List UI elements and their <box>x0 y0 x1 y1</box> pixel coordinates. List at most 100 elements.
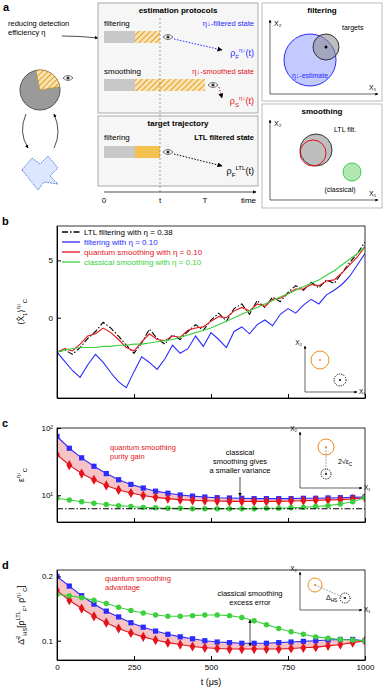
legend-swatch <box>62 241 80 242</box>
tick-label: 5 <box>49 256 54 265</box>
marker <box>251 618 256 623</box>
marker <box>202 612 207 617</box>
series-line <box>57 455 365 502</box>
marker <box>350 494 356 504</box>
label-part: C <box>22 299 28 303</box>
legend-swatch <box>62 231 80 232</box>
tick <box>288 394 289 398</box>
axis: 05 <box>49 227 61 399</box>
marker <box>128 482 133 487</box>
axis-title: t (μs) <box>201 677 222 687</box>
axis-line <box>57 571 58 661</box>
tick <box>134 394 135 398</box>
panel-a: areducing detectionefficiency ηestimatio… <box>3 1 382 208</box>
label-part: η↓ <box>15 303 21 309</box>
tick: 750 <box>282 656 296 672</box>
symbol-part: S <box>235 101 239 108</box>
chart-d: 025050075010000.10.2dΔ̄2HS[ρLTLF, ρη↓C]t… <box>2 559 375 687</box>
tick <box>211 394 212 398</box>
marker <box>251 496 257 506</box>
inset-box <box>262 104 382 208</box>
chart-c: 10¹10²cεη↓Cquantum smoothingpurity gainc… <box>2 417 371 523</box>
marker <box>104 601 109 606</box>
label: η↓-smoothed state <box>192 67 254 76</box>
marker <box>288 643 294 653</box>
label: t <box>159 196 162 205</box>
symbol-part: LTL <box>235 164 246 171</box>
legend-entry: classical smoothing with η = 0.10 <box>84 258 202 267</box>
marker <box>350 637 355 642</box>
tick: 10² <box>41 424 61 433</box>
marker <box>103 618 109 628</box>
inset: X₁X₂ΔHS <box>290 565 371 613</box>
chart-b: 05b⟨X̂1⟩η↓CLTL filtering with η = 0.38fi… <box>2 215 366 399</box>
label: filtering <box>307 6 336 15</box>
tick: 250 <box>128 656 142 672</box>
tick-mark <box>57 428 61 429</box>
axis-line <box>57 429 58 523</box>
annotation: a smaller variance <box>210 466 271 475</box>
marker <box>165 638 171 648</box>
label: (classical) <box>324 186 355 194</box>
box <box>98 116 258 186</box>
marker <box>288 629 293 634</box>
symbol: ρFη↓(t) <box>230 46 254 60</box>
tick-label: 0.1 <box>42 637 54 646</box>
tick-mark <box>211 518 212 522</box>
marker <box>104 609 109 614</box>
marker <box>350 499 355 504</box>
marker <box>190 613 195 618</box>
tick-label: 10² <box>41 424 53 433</box>
marker <box>288 505 293 510</box>
symbol-part: (t) <box>246 48 255 58</box>
label: LTL filtered state <box>194 133 254 142</box>
data-bar-hatched <box>135 31 160 43</box>
label: LTL filt. <box>334 126 356 133</box>
marker <box>190 495 196 505</box>
label: X₁ <box>369 190 377 197</box>
figure: areducing detectionefficiency ηestimatio… <box>0 0 385 689</box>
marker <box>214 612 219 617</box>
axis-line <box>58 398 366 399</box>
axis: 0.10.2 <box>42 571 61 661</box>
tick: 0 <box>49 314 61 323</box>
marker <box>141 485 146 490</box>
tick-mark <box>57 576 61 577</box>
label: estimation protocols <box>139 6 218 15</box>
marker <box>66 460 72 470</box>
axis-line <box>57 227 58 399</box>
tick-label: 1000 <box>357 663 375 672</box>
legend-swatch <box>62 251 80 252</box>
marker <box>264 622 269 627</box>
marker <box>140 632 146 642</box>
panel-label: c <box>2 417 8 429</box>
marker <box>116 503 121 508</box>
marker <box>153 628 158 633</box>
axis: 02505007501000 <box>55 656 375 672</box>
axis-line <box>58 522 366 523</box>
arrow <box>54 114 58 148</box>
label-part: ⟨X̂ <box>16 316 26 325</box>
tick: 10¹ <box>41 491 61 500</box>
panel-label: b <box>2 215 9 227</box>
inset-axis <box>270 200 378 201</box>
tick-mark <box>211 656 212 660</box>
label-part: ] <box>16 585 26 587</box>
plot-frame <box>57 570 365 660</box>
emitter <box>22 156 58 190</box>
plot-frame <box>57 428 365 522</box>
marker <box>325 641 331 651</box>
label: η↓-estimate <box>292 72 328 80</box>
marker <box>301 632 306 637</box>
marker <box>214 496 220 506</box>
legend: LTL filtering with η = 0.38filtering wit… <box>62 228 203 267</box>
legend-entry: LTL filtering with η = 0.38 <box>84 228 173 237</box>
marker <box>116 614 121 619</box>
marker <box>79 603 85 613</box>
tick-mark <box>288 656 289 660</box>
annotation: advantage <box>105 583 140 592</box>
legend-entry: quantum smoothing with η = 0.10 <box>84 248 203 257</box>
marker <box>276 626 281 631</box>
inset-circle <box>334 374 346 386</box>
symbol: ρFLTL(t) <box>227 164 254 178</box>
